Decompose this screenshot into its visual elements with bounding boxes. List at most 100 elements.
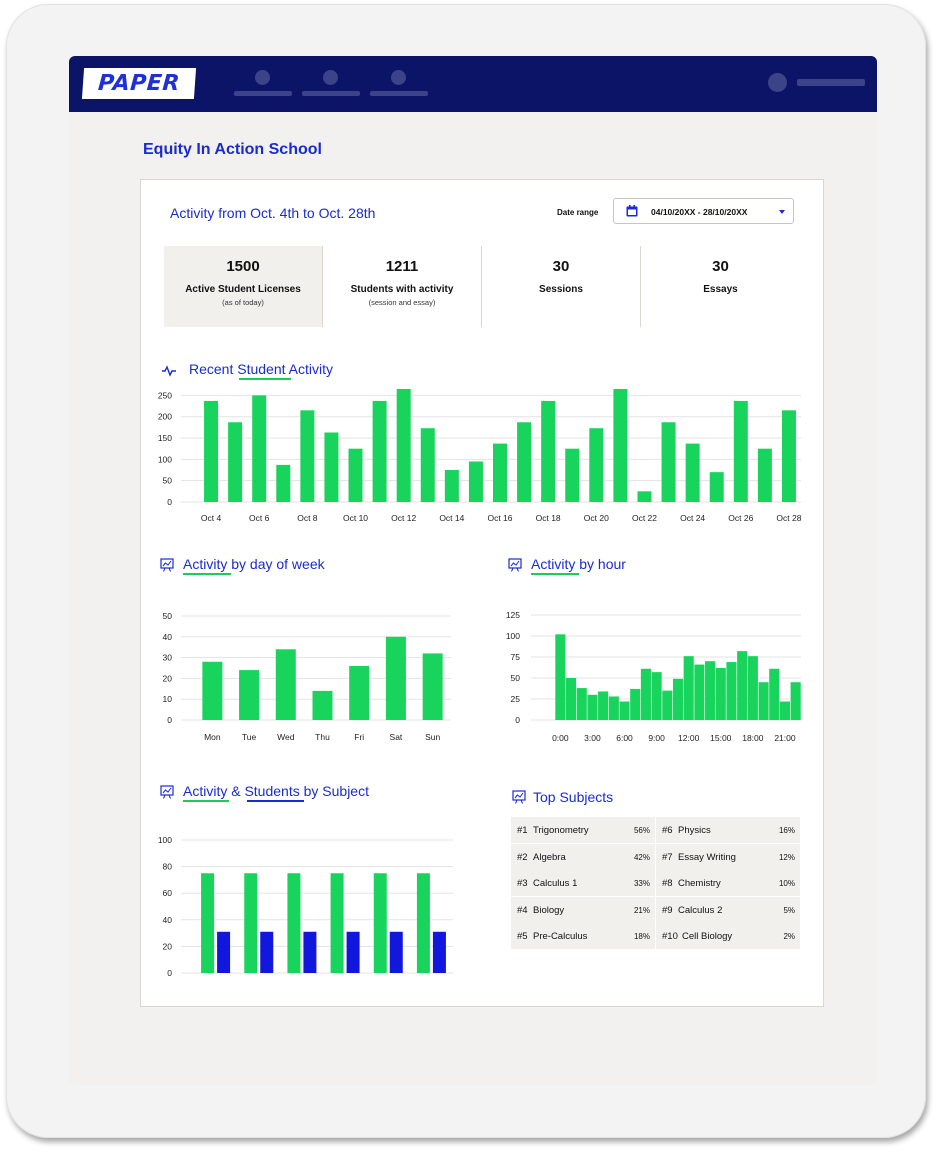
bar <box>555 634 566 720</box>
x-tick-label: Oct 10 <box>343 513 368 523</box>
presentation-chart-icon <box>160 558 174 572</box>
bar <box>287 873 301 973</box>
legend-underline-students <box>247 800 304 802</box>
presentation-chart-icon <box>512 790 526 804</box>
bar <box>432 931 446 973</box>
x-tick-label: Thu <box>315 732 330 742</box>
stat-students-with-activity: 1211 Students with activity (session and… <box>323 246 482 327</box>
date-range-select[interactable]: 04/10/20XX - 28/10/20XX <box>613 198 794 224</box>
subject-rank: #4 <box>517 904 528 916</box>
x-tick-label: 15:00 <box>710 733 732 743</box>
subject-rank: #8 <box>662 878 673 890</box>
subject-name: Essay Writing <box>678 851 736 863</box>
y-tick-label: 0 <box>167 497 172 507</box>
x-tick-label: Oct 26 <box>728 513 753 523</box>
app-screen: PAPER Equity In Action School Activity f… <box>69 56 877 1085</box>
nav-icon <box>391 70 406 85</box>
bar <box>373 873 387 973</box>
pulse-icon <box>162 365 176 377</box>
y-tick-label: 50 <box>511 673 521 683</box>
bar <box>694 664 705 720</box>
top-subject-cell: #6 Physics 16% <box>656 817 800 843</box>
account-avatar[interactable] <box>768 73 787 92</box>
bar <box>661 422 676 502</box>
section-title-recent-activity: Recent Student Activity <box>189 361 333 377</box>
stat-value: 30 <box>552 258 570 275</box>
top-subject-cell: #1 Trigonometry 56% <box>511 817 655 843</box>
bar <box>493 443 507 502</box>
nav-label-placeholder <box>234 91 292 96</box>
stat-value: 1211 <box>385 258 419 275</box>
nav-item-2[interactable] <box>302 70 360 96</box>
bar <box>565 448 580 502</box>
presentation-chart-icon <box>508 558 522 572</box>
section-title-day-of-week: Activity by day of week <box>183 556 325 572</box>
nav-label-placeholder <box>302 91 360 96</box>
y-tick-label: 40 <box>163 632 173 642</box>
table-row: #2 Algebra 42% #7 Essay Writing 12% <box>511 843 800 871</box>
stat-sessions: 30 Sessions <box>482 246 641 327</box>
tablet-frame: PAPER Equity In Action School Activity f… <box>6 4 926 1138</box>
presentation-chart-icon <box>160 785 174 799</box>
subject-name: Calculus 2 <box>678 904 723 916</box>
bar <box>640 668 651 720</box>
x-tick-label: 18:00 <box>742 733 764 743</box>
activity-range-title: Activity from Oct. 4th to Oct. 28th <box>170 205 376 221</box>
x-tick-label: Oct 16 <box>487 513 512 523</box>
y-tick-label: 100 <box>506 631 520 641</box>
x-tick-label: 12:00 <box>678 733 700 743</box>
stat-active-licenses: 1500 Active Student Licenses (as of toda… <box>164 246 323 327</box>
subject-percent: 42% <box>633 852 650 862</box>
x-tick-label: Oct 18 <box>536 513 561 523</box>
y-tick-label: 80 <box>163 862 173 872</box>
bar <box>733 400 748 502</box>
y-tick-label: 125 <box>506 610 520 620</box>
bar <box>349 665 370 720</box>
legend-underline-students <box>239 378 291 380</box>
nav-item-3[interactable] <box>370 70 428 96</box>
y-tick-label: 50 <box>163 611 173 621</box>
subject-rank: #10 <box>662 931 678 943</box>
bar <box>385 636 406 720</box>
top-subject-cell: #5 Pre-Calculus 18% <box>511 923 655 950</box>
x-tick-label: 3:00 <box>584 733 601 743</box>
top-subject-cell: #9 Calculus 2 5% <box>656 896 800 923</box>
top-navigation-bar: PAPER <box>69 56 877 112</box>
stat-label: Students with activity <box>350 284 454 295</box>
bar <box>637 491 652 502</box>
x-tick-label: Tue <box>242 732 257 742</box>
logo-text: PAPER <box>97 71 181 96</box>
section-title-top-subjects: Top Subjects <box>533 789 614 805</box>
x-tick-label: Oct 12 <box>391 513 416 523</box>
subject-name: Trigonometry <box>533 825 589 836</box>
bar <box>276 464 291 502</box>
bar <box>685 443 700 502</box>
stat-sublabel: (as of today) <box>222 298 264 307</box>
subject-name: Pre-Calculus <box>533 931 588 943</box>
bar <box>769 668 780 720</box>
stat-label: Active Student Licenses <box>185 284 301 295</box>
bar <box>324 432 339 502</box>
top-subjects-table: #1 Trigonometry 56% #6 Physics 16% #2 Algebra… <box>511 817 800 950</box>
bar <box>348 448 363 502</box>
subject-name: Biology <box>533 904 565 916</box>
bar <box>303 931 317 973</box>
x-tick-label: Oct 6 <box>249 513 270 523</box>
y-tick-label: 20 <box>163 941 173 951</box>
nav-item-1[interactable] <box>234 70 292 96</box>
table-row: #4 Biology 21% #9 Calculus 2 5% <box>511 896 800 924</box>
y-tick-label: 0 <box>167 968 172 978</box>
y-tick-label: 250 <box>158 390 172 400</box>
bar <box>346 931 360 973</box>
bar <box>202 661 223 720</box>
account-name-placeholder[interactable] <box>797 79 865 86</box>
bar <box>204 400 219 502</box>
paper-logo[interactable]: PAPER <box>81 68 197 99</box>
x-tick-label: Oct 8 <box>297 513 318 523</box>
bar <box>260 931 274 973</box>
bar <box>672 678 684 720</box>
top-subject-cell: #10 Cell Biology 2% <box>656 923 800 950</box>
x-tick-label: Oct 22 <box>632 513 657 523</box>
bar <box>422 653 443 720</box>
x-tick-label: Fri <box>354 732 364 742</box>
